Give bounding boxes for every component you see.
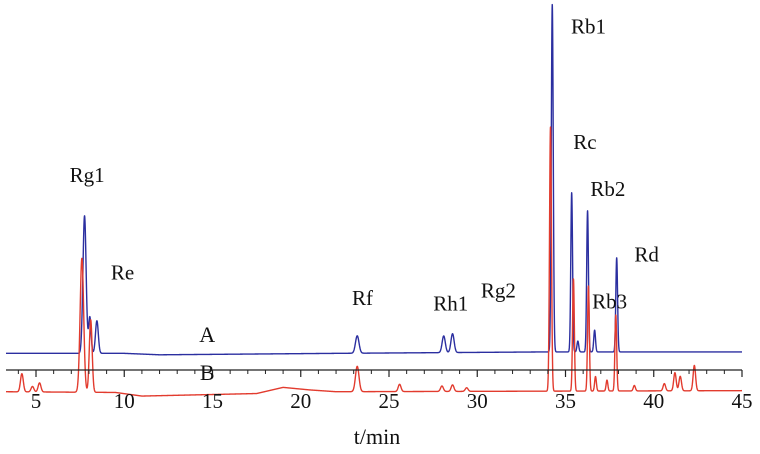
- series-B-trace: [5, 126, 743, 397]
- x-axis-title: t/min: [354, 424, 400, 449]
- peak-label-rf: Rf: [352, 286, 373, 310]
- peak-label-rg2: Rg2: [481, 279, 516, 303]
- x-tick-label-10: 10: [114, 389, 135, 413]
- peak-label-rc: Rc: [573, 130, 596, 154]
- trace-label-a: A: [199, 322, 215, 347]
- x-tick-label-35: 35: [555, 389, 576, 413]
- x-tick-label-25: 25: [379, 389, 400, 413]
- peak-annotations: Rg1 Re Rf Rh1 Rg2 Rb1 Rc Rb2 Rb3 Rd: [70, 14, 660, 315]
- series-A-trace: [5, 3, 743, 356]
- x-tick-label-45: 45: [732, 389, 753, 413]
- peak-label-rg1: Rg1: [70, 163, 105, 187]
- x-tick-label-5: 5: [31, 389, 42, 413]
- peak-label-re: Re: [111, 261, 134, 285]
- peak-label-rd: Rd: [634, 242, 659, 266]
- x-tick-label-40: 40: [643, 389, 664, 413]
- trace-labels: AB: [199, 322, 215, 385]
- traces: [5, 3, 743, 397]
- x-tick-label-30: 30: [467, 389, 488, 413]
- x-axis: 5 10 15 20 25 30 35 40 45: [6, 369, 753, 413]
- x-tick-label-15: 15: [202, 389, 223, 413]
- peak-label-rb2: Rb2: [590, 177, 625, 201]
- x-tick-label-20: 20: [290, 389, 311, 413]
- trace-label-b: B: [200, 360, 215, 385]
- peak-label-rb3: Rb3: [592, 289, 627, 313]
- peak-label-rb1: Rb1: [571, 14, 606, 38]
- peak-label-rh1: Rh1: [433, 291, 468, 315]
